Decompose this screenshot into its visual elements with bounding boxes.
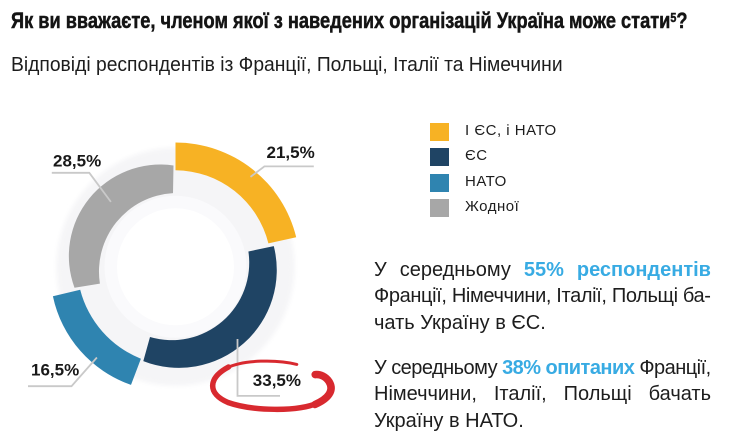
svg-text:28,5%: 28,5% — [53, 152, 101, 171]
svg-text:33,5%: 33,5% — [253, 371, 301, 390]
svg-text:21,5%: 21,5% — [267, 143, 315, 162]
svg-text:16,5%: 16,5% — [31, 361, 79, 380]
